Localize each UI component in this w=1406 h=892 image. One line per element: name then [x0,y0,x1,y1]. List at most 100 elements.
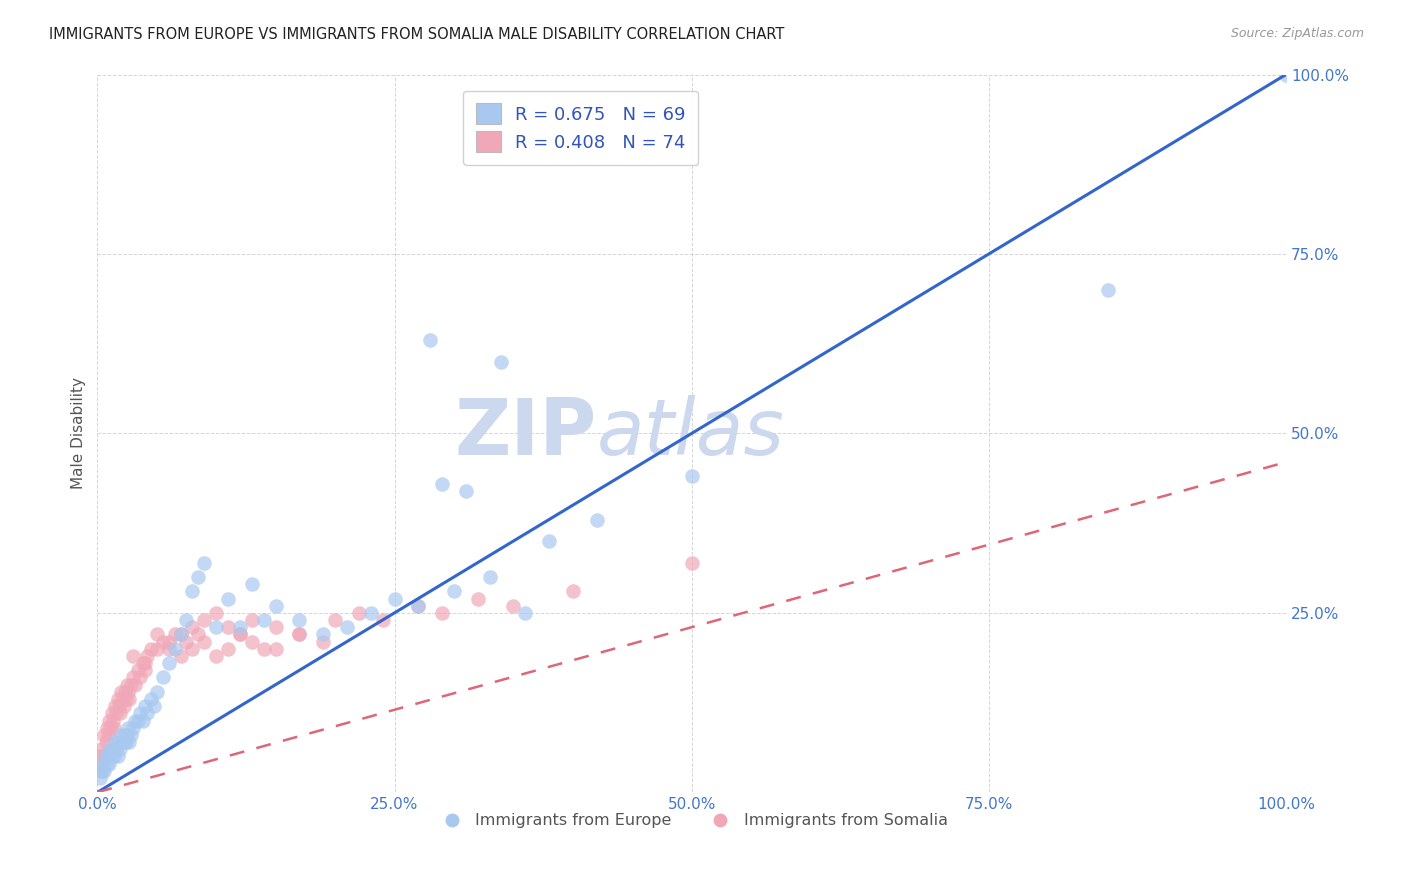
Point [129,670,152,684]
Text: IMMIGRANTS FROM EUROPE VS IMMIGRANTS FROM SOMALIA MALE DISABILITY CORRELATION CH: IMMIGRANTS FROM EUROPE VS IMMIGRANTS FRO… [49,27,785,42]
Point [112,735,135,749]
Point [467,591,489,606]
Point [1097,283,1119,297]
Point [122,670,145,684]
Point [205,606,228,620]
Point [143,699,166,714]
Point [96,721,118,735]
Point [98,714,121,728]
Point [585,512,607,526]
Point [120,678,142,692]
Point [217,591,239,606]
Point [134,656,156,670]
Point [169,648,191,663]
Point [100,706,122,721]
Point [114,728,136,742]
Point [101,742,124,756]
Point [117,721,139,735]
Point [115,728,138,742]
Point [131,656,153,670]
Y-axis label: Male Disability: Male Disability [72,377,86,490]
Point [104,735,127,749]
Point [122,648,145,663]
Point [181,584,204,599]
Text: ZIP: ZIP [454,395,596,471]
Point [139,641,162,656]
Point [561,584,583,599]
Point [406,599,429,613]
Point [152,634,174,648]
Point [91,764,114,778]
Point [103,749,125,764]
Point [107,699,129,714]
Point [157,634,180,648]
Point [264,599,287,613]
Point [100,721,122,735]
Point [406,599,429,613]
Point [108,742,131,756]
Point [90,756,112,771]
Point [107,735,129,749]
Point [384,591,406,606]
Point [169,627,191,641]
Point [146,641,169,656]
Point [430,476,453,491]
Point [114,685,136,699]
Point [110,728,132,742]
Point [157,656,180,670]
Point [97,749,120,764]
Point [111,692,134,706]
Point [146,685,169,699]
Point [240,577,263,591]
Point [163,627,186,641]
Point [169,627,191,641]
Point [127,714,149,728]
Point [115,692,138,706]
Point [127,663,149,677]
Point [176,634,198,648]
Point [108,706,131,721]
Point [229,620,252,634]
Point [205,648,228,663]
Point [205,620,228,634]
Point [288,627,311,641]
Point [93,764,115,778]
Point [146,627,169,641]
Point [288,627,311,641]
Point [124,714,146,728]
Point [124,678,146,692]
Point [193,556,215,570]
Point [107,749,129,764]
Text: atlas: atlas [596,395,785,471]
Point [96,756,118,771]
Point [139,692,162,706]
Point [94,735,117,749]
Point [89,771,111,785]
Point [89,749,111,764]
Point [347,606,370,620]
Point [101,714,124,728]
Point [478,570,501,584]
Point [515,606,537,620]
Point [118,692,141,706]
Point [107,692,129,706]
Point [117,685,139,699]
Point [94,749,117,764]
Point [131,714,153,728]
Point [537,534,560,549]
Point [217,641,239,656]
Point [115,735,138,749]
Point [264,641,287,656]
Point [112,699,135,714]
Point [240,613,263,627]
Point [371,613,394,627]
Point [229,627,252,641]
Point [100,742,122,756]
Text: Source: ZipAtlas.com: Source: ZipAtlas.com [1230,27,1364,40]
Point [91,756,114,771]
Point [120,728,142,742]
Point [136,706,159,721]
Point [193,613,215,627]
Point [253,613,276,627]
Point [360,606,382,620]
